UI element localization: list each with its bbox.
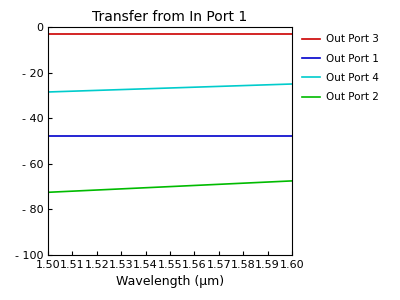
Legend: Out Port 3, Out Port 1, Out Port 4, Out Port 2: Out Port 3, Out Port 1, Out Port 4, Out …: [300, 32, 381, 104]
Out Port 1: [110, 135, 115, 138]
Out Port 2: [56, 190, 60, 194]
Out Port 2: [110, 188, 115, 191]
X-axis label: Wavelength (μm): Wavelength (μm): [116, 275, 224, 288]
Out Port 3: [290, 32, 294, 36]
Line: Out Port 4: Out Port 4: [48, 84, 292, 92]
Out Port 2: [290, 179, 294, 183]
Out Port 1: [56, 135, 60, 138]
Out Port 3: [46, 32, 50, 36]
Out Port 1: [290, 135, 294, 138]
Out Port 3: [269, 32, 274, 36]
Out Port 1: [91, 135, 96, 138]
Out Port 2: [91, 188, 96, 192]
Out Port 4: [277, 82, 282, 86]
Out Port 3: [277, 32, 282, 36]
Out Port 4: [60, 90, 65, 93]
Line: Out Port 2: Out Port 2: [48, 181, 292, 192]
Out Port 2: [60, 190, 65, 194]
Out Port 3: [91, 32, 96, 36]
Out Port 2: [269, 180, 274, 184]
Out Port 4: [110, 88, 115, 92]
Out Port 4: [46, 90, 50, 94]
Out Port 3: [56, 32, 60, 36]
Out Port 4: [56, 90, 60, 94]
Title: Transfer from In Port 1: Transfer from In Port 1: [92, 11, 248, 24]
Out Port 1: [60, 135, 65, 138]
Out Port 4: [91, 89, 96, 92]
Out Port 3: [110, 32, 115, 36]
Out Port 1: [277, 135, 282, 138]
Out Port 2: [46, 190, 50, 194]
Out Port 2: [277, 180, 282, 183]
Out Port 3: [60, 32, 65, 36]
Out Port 4: [269, 83, 274, 86]
Out Port 1: [46, 135, 50, 138]
Out Port 1: [269, 135, 274, 138]
Out Port 4: [290, 82, 294, 86]
